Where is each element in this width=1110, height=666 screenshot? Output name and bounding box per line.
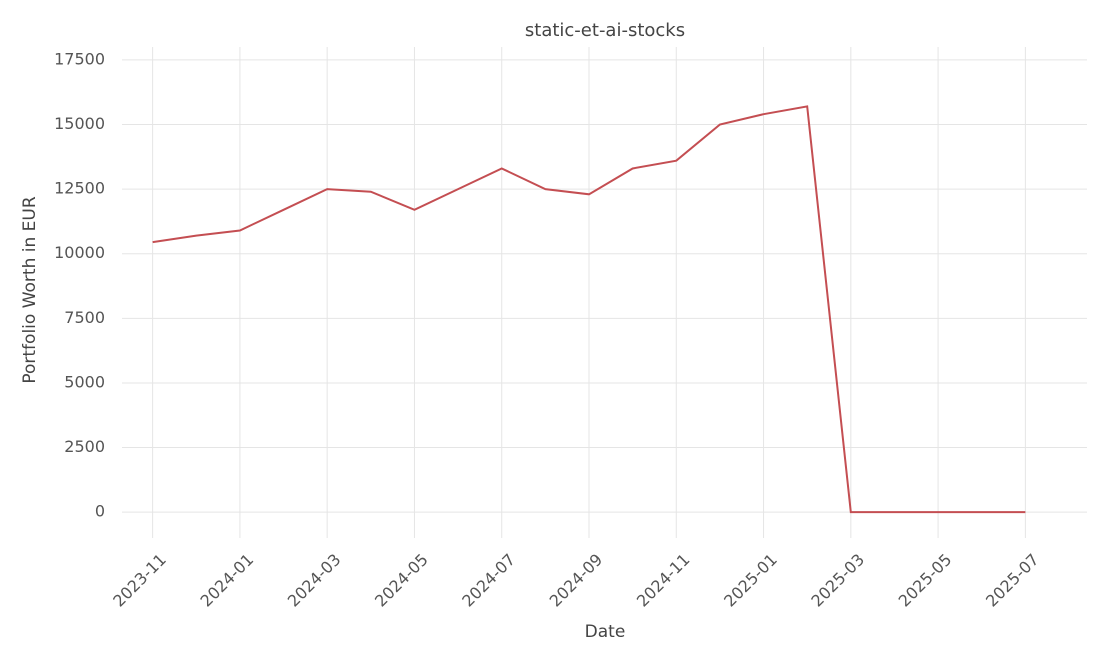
x-tick-label: 2024-01	[197, 550, 258, 611]
x-tick-label: 2025-01	[720, 550, 781, 611]
x-axis-label: Date	[585, 622, 626, 642]
x-tick-label: 2025-05	[895, 550, 956, 611]
y-tick-label: 12500	[54, 179, 105, 198]
x-tick-label: 2024-03	[284, 550, 345, 611]
y-tick-label: 7500	[64, 308, 105, 327]
y-tick-label: 0	[95, 502, 105, 521]
y-tick-label: 10000	[54, 243, 105, 262]
x-tick-label: 2024-11	[633, 550, 694, 611]
x-tick-label: 2025-07	[982, 550, 1043, 611]
x-tick-label: 2024-09	[546, 550, 607, 611]
y-tick-label: 5000	[64, 372, 105, 391]
x-tick-label: 2024-07	[458, 550, 519, 611]
y-tick-label: 2500	[64, 437, 105, 456]
x-tick-label: 2025-03	[807, 550, 868, 611]
x-tick-label: 2024-05	[371, 550, 432, 611]
y-tick-label: 15000	[54, 114, 105, 133]
y-tick-label: 17500	[54, 49, 105, 68]
x-tick-label: 2023-11	[109, 550, 170, 611]
y-axis-label: Portfolio Worth in EUR	[20, 196, 40, 383]
data-line	[152, 105, 1026, 514]
chart-title: static-et-ai-stocks	[525, 20, 685, 41]
